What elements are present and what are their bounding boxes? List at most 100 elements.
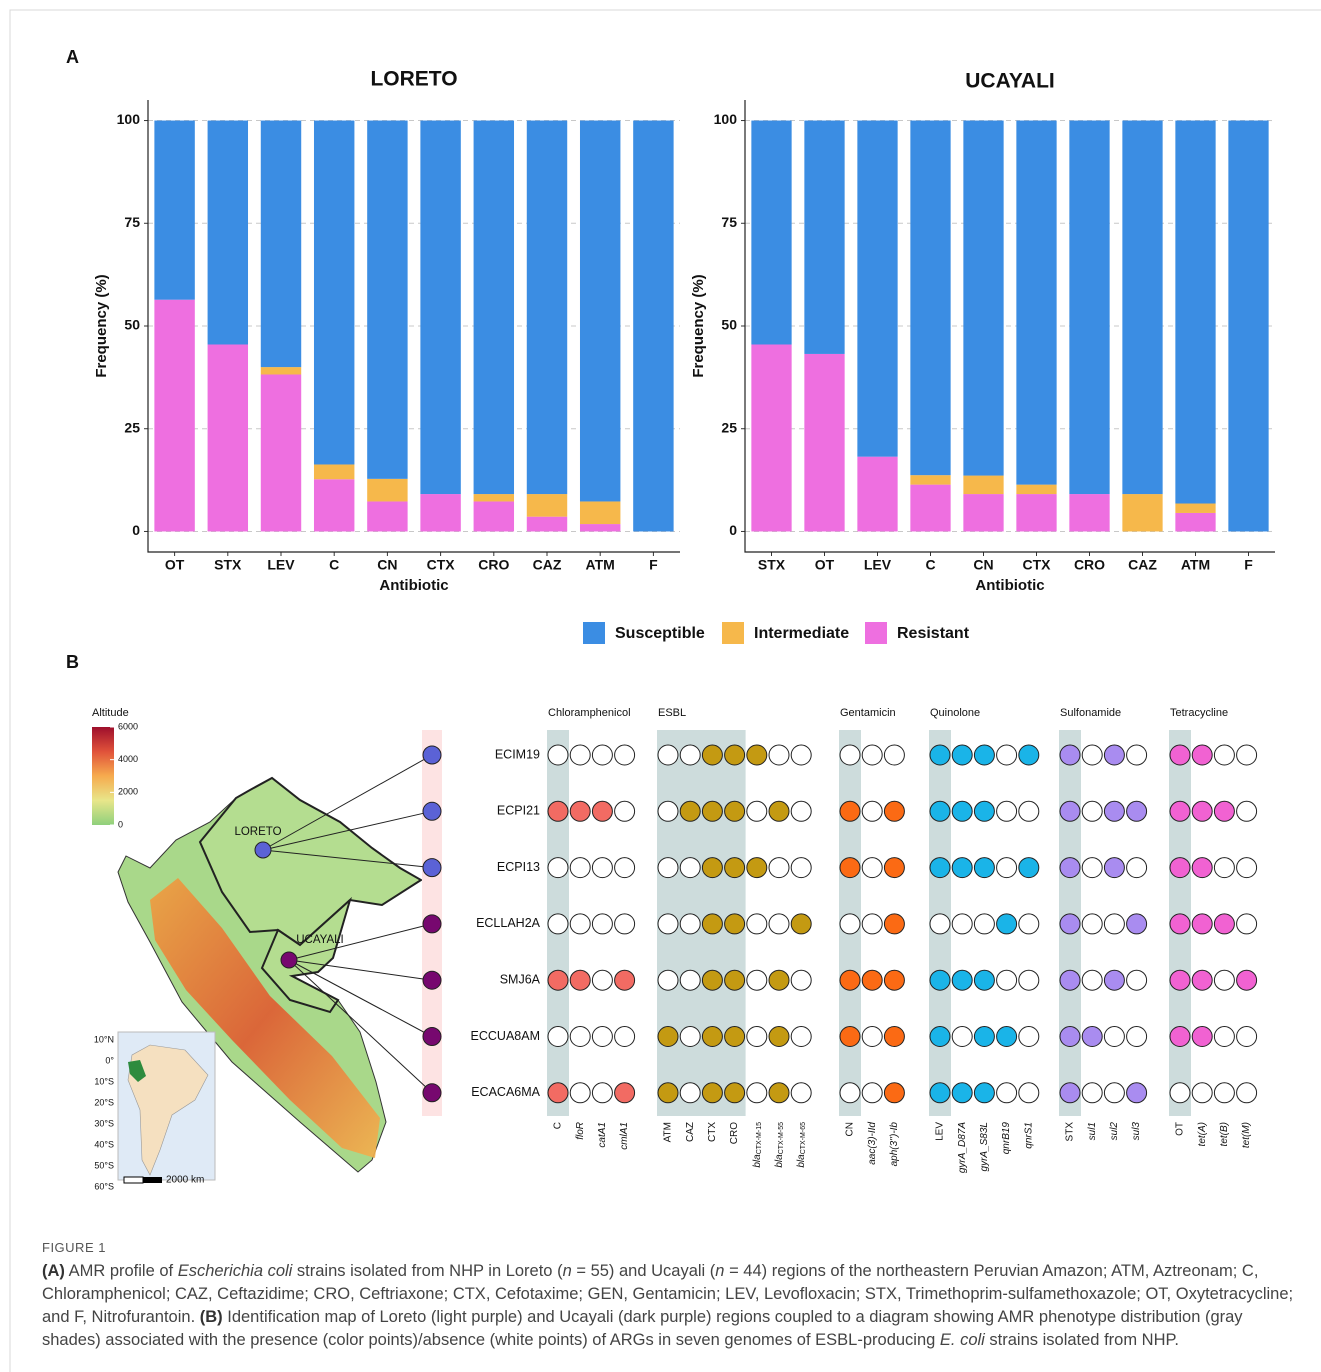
presence-dot	[1192, 970, 1212, 990]
presence-dot	[1127, 801, 1147, 821]
column-label: catA1	[597, 1122, 608, 1148]
presence-dot	[680, 1083, 700, 1103]
presence-dot	[548, 970, 568, 990]
x-tick-label: CRO	[1074, 557, 1105, 573]
caption-text: Escherichia coli	[178, 1262, 293, 1280]
presence-dot	[680, 745, 700, 765]
figure: A B 2000 km Altitude LORETO0255075100Res…	[0, 0, 1321, 1372]
bar-segment: Resistant	[261, 374, 301, 531]
presence-dot	[680, 801, 700, 821]
presence-dot	[615, 745, 635, 765]
presence-dot	[840, 1083, 860, 1103]
x-tick-label: STX	[214, 557, 242, 573]
x-tick-label: F	[649, 557, 658, 573]
column-label: STX	[1065, 1122, 1076, 1142]
presence-dot	[1019, 970, 1039, 990]
x-tick-label: ATM	[1181, 557, 1210, 573]
presence-dot	[769, 858, 789, 878]
presence-dot	[680, 1027, 700, 1047]
presence-dot	[884, 745, 904, 765]
presence-dot	[570, 1027, 590, 1047]
y-tick-label: 0	[729, 522, 737, 538]
x-tick-label: C	[925, 557, 935, 573]
presence-dot	[702, 745, 722, 765]
presence-dot	[658, 1027, 678, 1047]
y-tick-label: 100	[714, 111, 738, 127]
presence-dot	[884, 1027, 904, 1047]
x-tick-label: OT	[815, 557, 835, 573]
strain-label: ECACA6MA	[471, 1085, 540, 1099]
presence-dot	[952, 970, 972, 990]
group-title: Chloramphenicol	[548, 707, 631, 719]
x-tick-label: F	[1244, 557, 1253, 573]
presence-dot	[548, 914, 568, 934]
presence-dot	[1214, 1027, 1234, 1047]
bar-segment: Susceptible	[1069, 121, 1109, 495]
presence-dot	[570, 858, 590, 878]
caption-text: strains isolated from NHP in Loreto (	[292, 1262, 562, 1280]
presence-dot	[1060, 745, 1080, 765]
presence-dot	[974, 1083, 994, 1103]
presence-dot	[725, 970, 745, 990]
presence-dot	[570, 914, 590, 934]
column-label: aph(3'')-Ib	[889, 1122, 900, 1167]
presence-dot	[1214, 858, 1234, 878]
bar-segment: Susceptible	[527, 121, 567, 495]
strain-point	[423, 971, 441, 989]
x-tick-label: CN	[973, 557, 993, 573]
presence-dot	[1104, 858, 1124, 878]
presence-dot	[658, 745, 678, 765]
presence-dot	[930, 858, 950, 878]
bar-segment: Resistant	[1069, 494, 1109, 531]
presence-dot	[952, 745, 972, 765]
bar-segment: Susceptible	[580, 121, 620, 502]
bar-segment: Susceptible	[154, 121, 194, 300]
x-tick-label: C	[329, 557, 339, 573]
column-label: gyrA_S83L	[979, 1122, 990, 1171]
presence-dot	[974, 858, 994, 878]
column-label: tet(M)	[1241, 1122, 1252, 1148]
presence-dot	[1192, 1027, 1212, 1047]
presence-dot	[884, 1083, 904, 1103]
presence-dot	[1082, 858, 1102, 878]
presence-dot	[1019, 1083, 1039, 1103]
presence-dot	[952, 858, 972, 878]
column-label: tet(A)	[1197, 1122, 1208, 1146]
column-label: ATM	[663, 1122, 674, 1142]
presence-dot	[1082, 745, 1102, 765]
y-tick-label: 75	[721, 214, 737, 230]
presence-dot	[862, 801, 882, 821]
presence-dot	[974, 801, 994, 821]
bar-segment: Susceptible	[314, 121, 354, 465]
column-label: C	[553, 1122, 564, 1129]
presence-dot	[930, 801, 950, 821]
presence-dot	[769, 1083, 789, 1103]
presence-dot	[1170, 745, 1190, 765]
presence-dot	[615, 801, 635, 821]
bar-segment: Resistant	[910, 485, 950, 532]
presence-dot	[791, 745, 811, 765]
presence-dot	[997, 970, 1017, 990]
presence-dot	[747, 970, 767, 990]
presence-dot	[1237, 1027, 1257, 1047]
presence-dot	[952, 1027, 972, 1047]
colorbar-label: 2000	[118, 787, 138, 797]
bar-segment: Susceptible	[1016, 121, 1056, 485]
column-label: tet(B)	[1219, 1122, 1230, 1146]
column-label: blaCTX-M-55	[774, 1122, 785, 1168]
presence-dot	[1060, 1083, 1080, 1103]
presence-dot	[725, 801, 745, 821]
presence-dot	[615, 970, 635, 990]
presence-dot	[840, 1027, 860, 1047]
column-label: sul3	[1131, 1122, 1142, 1141]
strain-point	[423, 859, 441, 877]
bar-segment: Resistant	[367, 501, 407, 531]
bar-segment: Intermediate	[527, 494, 567, 517]
presence-dot	[884, 970, 904, 990]
presence-dot	[769, 1027, 789, 1047]
presence-dot	[791, 858, 811, 878]
x-tick-label: CAZ	[533, 557, 562, 573]
bar-segment: Intermediate	[1175, 504, 1215, 513]
presence-dot	[1214, 970, 1234, 990]
bar-segment: Resistant	[474, 501, 514, 531]
